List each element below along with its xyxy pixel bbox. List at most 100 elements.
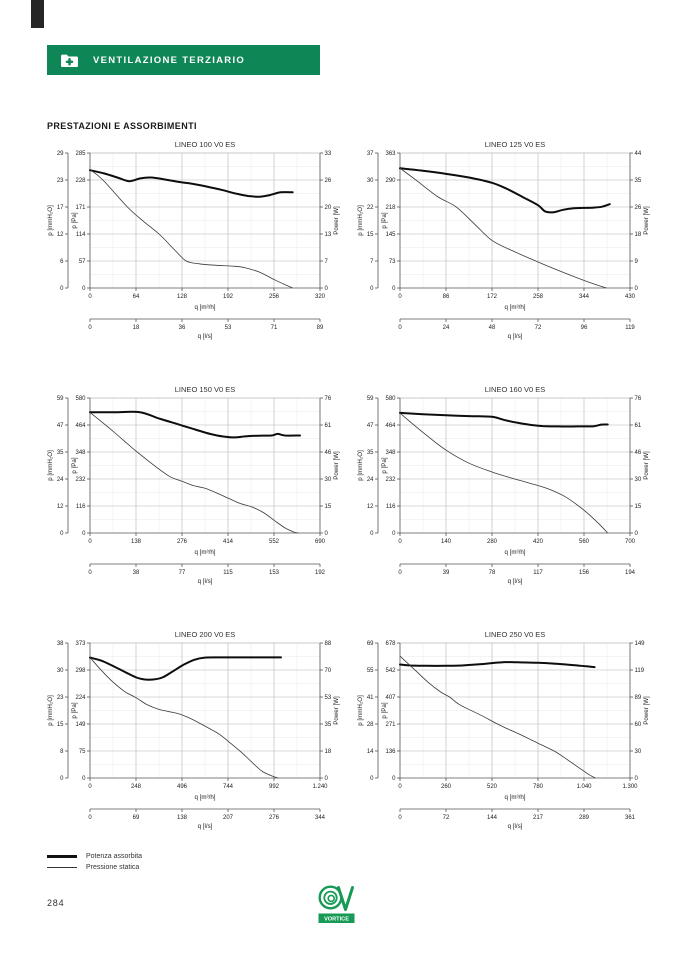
- svg-text:55: 55: [367, 668, 374, 674]
- svg-text:88: 88: [325, 641, 332, 647]
- svg-text:0: 0: [88, 539, 92, 545]
- x2-axis-label: q [l/s]: [198, 823, 213, 830]
- left-outer-axis-label: p [mmH₂O]: [357, 450, 364, 481]
- svg-text:192: 192: [315, 570, 326, 576]
- svg-text:0: 0: [398, 539, 402, 545]
- svg-text:47: 47: [367, 423, 374, 429]
- x-axis-label: q [m³/h]: [505, 549, 526, 556]
- svg-text:0: 0: [82, 286, 86, 292]
- svg-text:0: 0: [88, 784, 92, 790]
- svg-text:1.240: 1.240: [312, 784, 328, 790]
- svg-text:552: 552: [269, 539, 280, 545]
- legend-label-power: Potenza assorbita: [86, 853, 143, 860]
- svg-text:0: 0: [370, 286, 374, 292]
- svg-text:542: 542: [385, 668, 396, 674]
- svg-text:256: 256: [269, 294, 280, 300]
- x-axis-label: q [m³/h]: [195, 794, 216, 801]
- svg-text:29: 29: [57, 151, 64, 157]
- svg-text:24: 24: [57, 477, 64, 483]
- svg-text:0: 0: [325, 531, 329, 537]
- svg-text:560: 560: [579, 539, 590, 545]
- svg-text:0: 0: [325, 776, 329, 782]
- svg-text:53: 53: [225, 325, 232, 331]
- svg-text:780: 780: [533, 784, 544, 790]
- left-inner-axis-label: p [Pa]: [71, 457, 78, 473]
- pressure-curve: [89, 169, 293, 289]
- svg-text:12: 12: [57, 504, 64, 510]
- vortice-logo: VORTICE: [318, 884, 355, 929]
- right-axis-label: Power [W]: [643, 206, 650, 235]
- svg-text:0: 0: [88, 294, 92, 300]
- svg-text:86: 86: [443, 294, 450, 300]
- svg-text:30: 30: [57, 668, 64, 674]
- svg-text:992: 992: [269, 784, 280, 790]
- svg-text:46: 46: [325, 450, 332, 456]
- svg-text:72: 72: [535, 325, 542, 331]
- svg-text:12: 12: [57, 232, 64, 238]
- svg-text:89: 89: [635, 695, 642, 701]
- svg-text:15: 15: [57, 722, 64, 728]
- legend-item-power: Potenza assorbita: [47, 851, 142, 862]
- svg-text:41: 41: [367, 695, 374, 701]
- svg-text:248: 248: [131, 784, 142, 790]
- svg-text:344: 344: [579, 294, 590, 300]
- chart-title: LINEO 125 V0 ES: [485, 140, 545, 149]
- svg-text:344: 344: [315, 815, 326, 821]
- svg-text:36: 36: [179, 325, 186, 331]
- x-axis-label: q [m³/h]: [505, 794, 526, 801]
- section-banner: VENTILAZIONE TERZIARIO: [47, 45, 320, 75]
- svg-text:0: 0: [88, 815, 92, 821]
- svg-text:0: 0: [370, 776, 374, 782]
- power-curve: [399, 661, 596, 669]
- svg-text:35: 35: [367, 450, 374, 456]
- svg-text:114: 114: [76, 232, 86, 238]
- svg-text:15: 15: [635, 504, 642, 510]
- ventilation-box-icon: [60, 52, 79, 68]
- pressure-curve: [89, 657, 279, 779]
- svg-text:0: 0: [398, 325, 402, 331]
- svg-text:0: 0: [60, 286, 64, 292]
- svg-text:46: 46: [635, 450, 642, 456]
- left-inner-axis-label: p [Pa]: [381, 457, 388, 473]
- svg-text:0: 0: [392, 286, 396, 292]
- svg-text:30: 30: [325, 477, 332, 483]
- chart-lineo-125-v0-es: 0 0 0 0 0 73 7 9 86 24 145 15 18 172 48 218 22 26 258 72 290…: [355, 138, 655, 343]
- svg-text:37: 37: [367, 151, 374, 157]
- svg-text:700: 700: [625, 539, 636, 545]
- svg-text:271: 271: [385, 722, 396, 728]
- svg-text:15: 15: [325, 504, 332, 510]
- svg-text:0: 0: [88, 570, 92, 576]
- svg-text:17: 17: [57, 205, 64, 211]
- left-outer-axis-label: p [mmH₂O]: [357, 205, 364, 236]
- svg-text:64: 64: [133, 294, 140, 300]
- svg-text:217: 217: [533, 815, 544, 821]
- svg-text:414: 414: [223, 539, 234, 545]
- svg-text:0: 0: [392, 776, 396, 782]
- page-edge-tab: [31, 0, 44, 28]
- svg-text:0: 0: [370, 531, 374, 537]
- power-curve: [89, 656, 282, 681]
- svg-text:30: 30: [635, 477, 642, 483]
- left-outer-axis-label: p [mmH₂O]: [47, 450, 54, 481]
- svg-text:128: 128: [177, 294, 188, 300]
- svg-text:38: 38: [57, 641, 64, 647]
- svg-text:1.300: 1.300: [622, 784, 638, 790]
- svg-text:7: 7: [370, 259, 374, 265]
- svg-text:77: 77: [179, 570, 186, 576]
- svg-text:69: 69: [367, 641, 374, 647]
- svg-text:26: 26: [325, 178, 332, 184]
- left-outer-axis-label: p [mmH₂O]: [47, 695, 54, 726]
- svg-text:35: 35: [325, 722, 332, 728]
- svg-text:228: 228: [75, 178, 86, 184]
- svg-text:363: 363: [385, 151, 396, 157]
- svg-text:72: 72: [443, 815, 450, 821]
- svg-text:290: 290: [385, 178, 396, 184]
- svg-text:0: 0: [635, 776, 639, 782]
- svg-text:373: 373: [75, 641, 86, 647]
- svg-text:138: 138: [131, 539, 142, 545]
- svg-text:690: 690: [315, 539, 326, 545]
- page-title: PRESTAZIONI E ASSORBIMENTI: [47, 121, 197, 131]
